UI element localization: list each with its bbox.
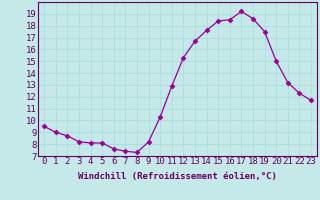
X-axis label: Windchill (Refroidissement éolien,°C): Windchill (Refroidissement éolien,°C) bbox=[78, 172, 277, 181]
